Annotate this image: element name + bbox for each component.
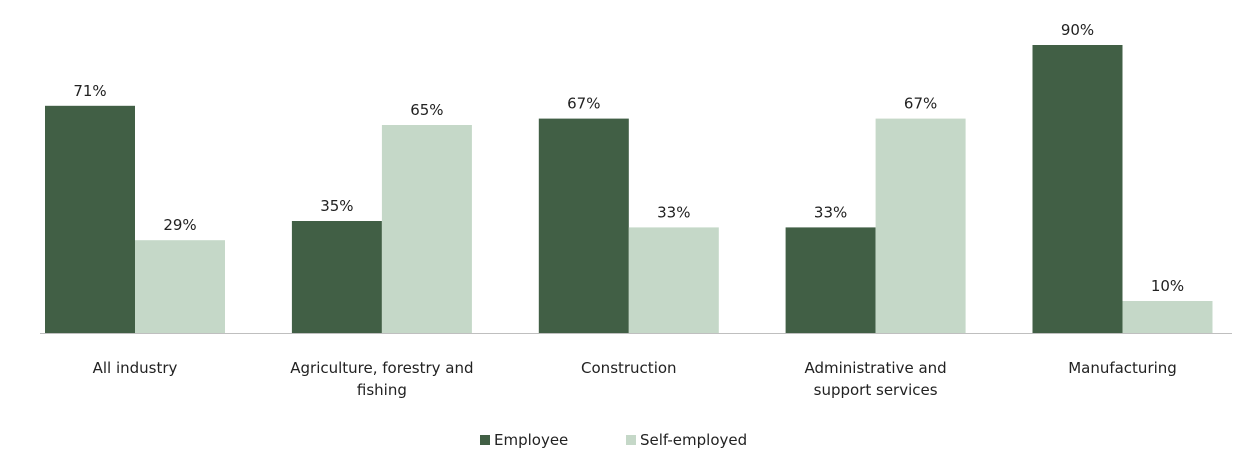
- bar-employee[interactable]: [291, 221, 382, 333]
- data-label: 33%: [657, 203, 690, 221]
- bar-employee[interactable]: [538, 118, 629, 333]
- category-label-line: Agriculture, forestry and: [290, 359, 473, 377]
- category-labels-group: All industry Agriculture, forestry and fis…: [93, 359, 1177, 399]
- bar-self-employed[interactable]: [1122, 301, 1213, 333]
- category-label: Construction: [581, 359, 677, 377]
- bar-self-employed[interactable]: [628, 227, 719, 333]
- data-label: 33%: [814, 203, 847, 221]
- data-label: 90%: [1061, 21, 1094, 39]
- legend-label: Self-employed: [640, 431, 747, 449]
- legend-swatch: [480, 435, 490, 445]
- category-label: Manufacturing: [1068, 359, 1177, 377]
- data-label: 65%: [410, 101, 443, 119]
- category-label: Agriculture, forestry and fishing: [290, 359, 473, 399]
- data-label: 67%: [567, 95, 600, 113]
- bar-self-employed[interactable]: [875, 118, 966, 333]
- category-label-line: fishing: [357, 381, 407, 399]
- data-label: 67%: [904, 95, 937, 113]
- bar-employee[interactable]: [1032, 45, 1123, 333]
- category-label-line: support services: [814, 381, 938, 399]
- data-label: 35%: [320, 197, 353, 215]
- legend-swatch: [626, 435, 636, 445]
- category-label: Administrative and support services: [805, 359, 947, 399]
- category-label-line: All industry: [93, 359, 178, 377]
- value-labels-group: 71% 29% 35% 65% 67% 33% 33% 67% 90% 10%: [73, 21, 1184, 295]
- data-label: 10%: [1151, 277, 1184, 295]
- data-label: 29%: [163, 216, 196, 234]
- bar-employee[interactable]: [785, 227, 876, 333]
- bar-self-employed[interactable]: [381, 125, 472, 333]
- bar-self-employed[interactable]: [135, 240, 225, 333]
- legend: Employee Self-employed: [480, 431, 747, 449]
- bars-group: [45, 45, 1213, 333]
- category-label-line: Manufacturing: [1068, 359, 1177, 377]
- legend-label: Employee: [494, 431, 568, 449]
- category-label-line: Construction: [581, 359, 677, 377]
- category-label-line: Administrative and: [805, 359, 947, 377]
- bar-employee[interactable]: [45, 105, 135, 333]
- data-label: 71%: [73, 82, 106, 100]
- category-label: All industry: [93, 359, 178, 377]
